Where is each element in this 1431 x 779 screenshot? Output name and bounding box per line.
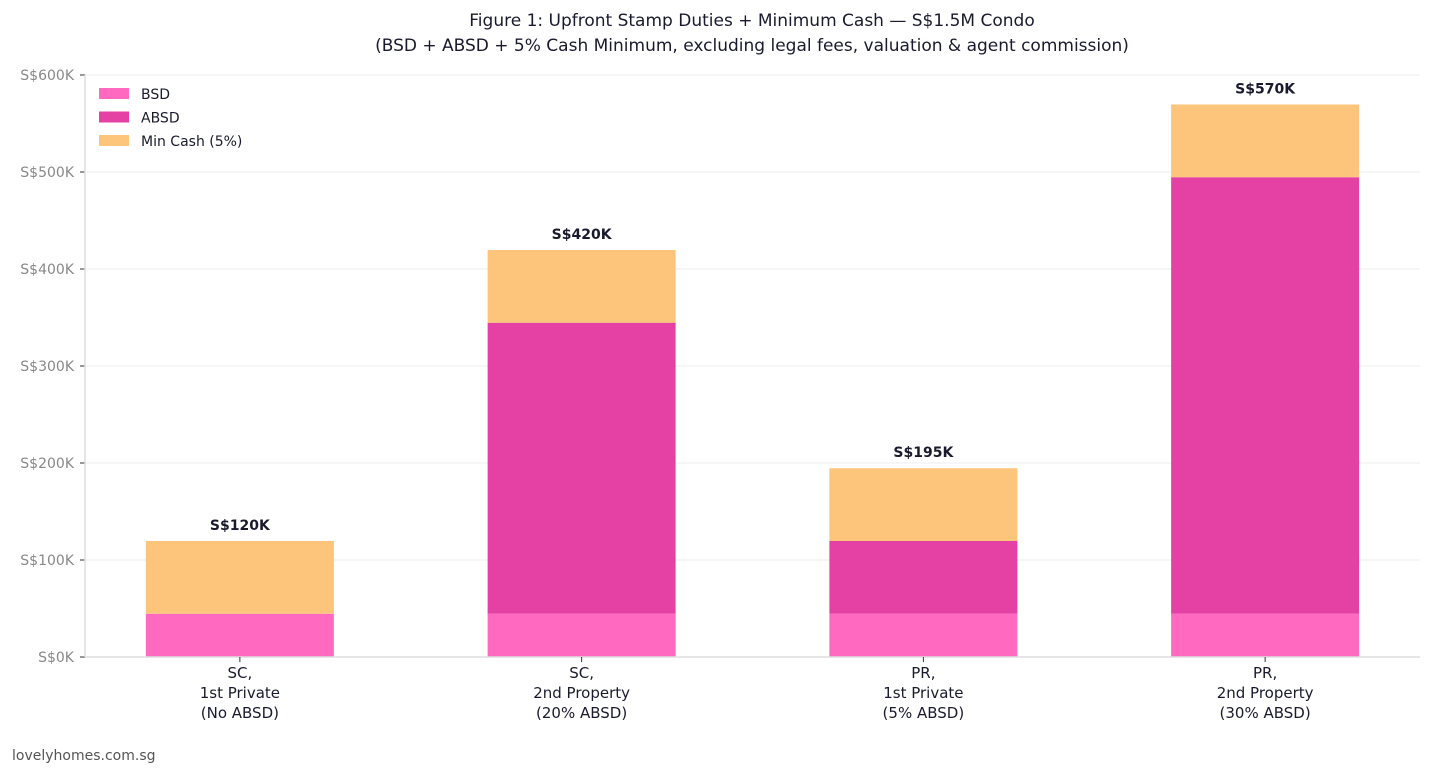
data-label: S$195K [893,445,954,461]
legend-swatch [99,88,129,99]
x-tick-label: (20% ABSD) [536,704,627,722]
chart-title: Figure 1: Upfront Stamp Duties + Minimum… [469,11,1034,31]
y-tick-label: S$600K [20,68,75,84]
legend-swatch [99,111,129,123]
y-tick-label: S$0K [38,650,75,666]
legend-swatch [99,135,129,146]
x-tick-label: (30% ABSD) [1220,704,1311,722]
legend-label: BSD [141,87,170,103]
y-tick-label: S$100K [20,553,75,569]
x-tick-label: 2nd Property [533,684,630,702]
x-tick-label: PR, [1253,664,1277,682]
bar-segment-absd [487,322,676,614]
data-label: S$570K [1235,81,1296,97]
y-tick-label: S$300K [20,359,75,375]
data-label: S$120K [210,518,271,534]
y-tick-label: S$500K [20,165,75,181]
y-tick-label: S$200K [20,456,75,472]
chart-subtitle: (BSD + ABSD + 5% Cash Minimum, excluding… [375,36,1129,56]
x-tick-label: (5% ABSD) [883,704,965,722]
bar-segment-bsd [829,613,1018,657]
source-credit: lovelyhomes.com.sg [12,748,156,764]
bar-segment-bsd [487,613,676,657]
x-tick-label: SC, [569,664,594,682]
x-tick-label: (No ABSD) [201,704,279,722]
legend-label: ABSD [141,111,180,127]
legend-label: Min Cash (5%) [141,134,242,150]
bar-segment-min-cash-5 [145,540,334,614]
x-tick-label: 1st Private [200,684,280,702]
x-tick-label: 1st Private [883,684,963,702]
bar-segment-min-cash-5 [1171,104,1360,178]
data-label: S$420K [552,227,613,243]
bar-segment-min-cash-5 [487,249,676,323]
bar-segment-absd [1171,177,1360,614]
bar-segment-absd [829,540,1018,614]
bar-segment-bsd [145,613,334,657]
x-tick-label: 2nd Property [1217,684,1314,702]
y-tick-label: S$400K [20,262,75,278]
bar-segment-min-cash-5 [829,468,1018,541]
x-tick-label: PR, [911,664,935,682]
bar-segment-bsd [1171,613,1360,657]
x-tick-label: SC, [227,664,252,682]
